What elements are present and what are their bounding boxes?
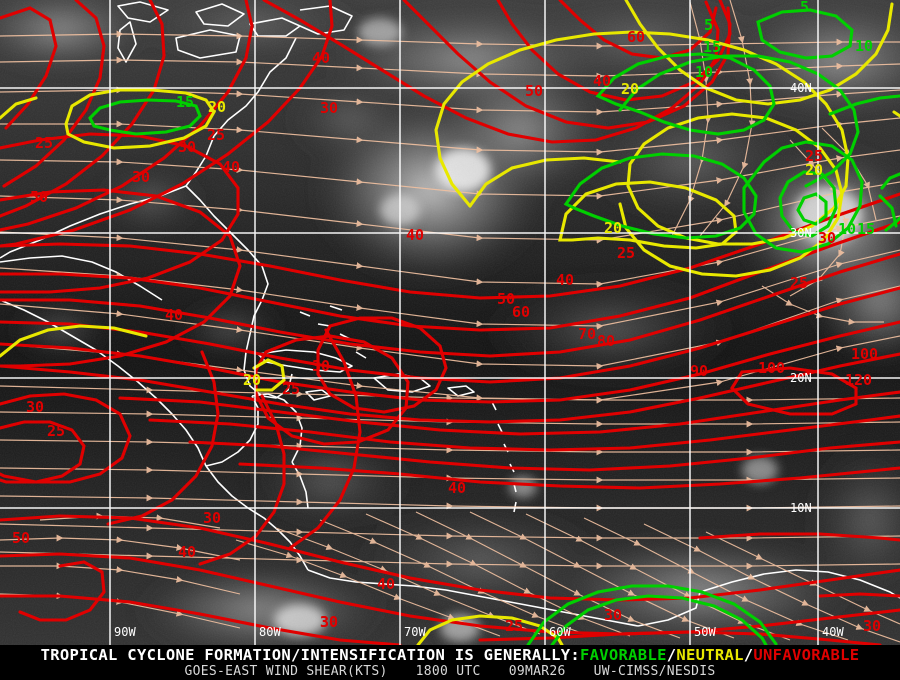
contour-value-label: 30 [132, 168, 150, 186]
contour-value-label: 30 [312, 357, 330, 375]
contour-value-label: 25 [805, 147, 823, 165]
contour-value-label: 5 [704, 16, 713, 34]
contour-value-label: 25 [207, 126, 225, 144]
contour-value-label: 100 [851, 345, 878, 363]
contour-value-label: 20 [243, 371, 261, 389]
contour-value-label: 25 [505, 617, 523, 635]
contour-value-label: 40 [178, 543, 196, 561]
contour-value-label: 90 [690, 362, 708, 380]
satellite-map: 90W 80W 70W 60W 50W 40W 40N 30N 20N 10N 15 20 25 30 2… [0, 0, 900, 645]
contour-value-label: 20 [604, 219, 622, 237]
contour-value-label: 15 [857, 220, 875, 238]
caption-title-prefix: TROPICAL CYCLONE FORMATION/INTENSIFICATI… [40, 646, 581, 664]
contour-value-label: 30 [178, 138, 196, 156]
contour-value-label: 25 [617, 244, 635, 262]
contour-value-label: 25 [47, 422, 65, 440]
lon-label: 70W [404, 625, 426, 639]
lat-label: 20N [790, 371, 812, 385]
lon-label: 90W [114, 625, 136, 639]
caption-title-line: TROPICAL CYCLONE FORMATION/INTENSIFICATI… [0, 646, 900, 664]
lat-label: 30N [790, 226, 812, 240]
contour-value-label: 30 [320, 613, 338, 631]
contour-value-label: 40 [165, 306, 183, 324]
product-time: 1800 UTC [415, 664, 481, 679]
lat-label: 10N [790, 501, 812, 515]
wind-streamlines [0, 0, 900, 643]
contour-value-label: 20 [805, 161, 823, 179]
lon-label: 60W [549, 625, 571, 639]
lon-label: 40W [822, 625, 844, 639]
contour-value-label: 40 [556, 271, 574, 289]
contour-value-label: 25 [35, 134, 53, 152]
contour-value-label: 5 [800, 0, 809, 16]
contour-value-label: 20 [621, 80, 639, 98]
product-source: GOES-EAST WIND SHEAR(KTS) [184, 664, 388, 679]
contour-value-label: 70 [578, 325, 596, 343]
contour-value-label: 30 [863, 617, 881, 635]
shear-contours-unfavorable [0, 0, 900, 645]
graticule [0, 0, 900, 645]
legend-favorable: FAVORABLE [580, 646, 667, 664]
contour-value-label: 30 [203, 509, 221, 527]
contour-value-label: 15 [703, 38, 721, 56]
contour-value-label: 40 [222, 158, 240, 176]
contour-value-label: 10 [855, 37, 873, 55]
legend-neutral: NEUTRAL [676, 646, 744, 664]
shear-contours-favorable [88, 8, 900, 645]
legend-separator-2: / [743, 646, 754, 664]
graticule-labels: 90W 80W 70W 60W 50W 40W 40N 30N 20N 10N [114, 81, 844, 639]
contour-value-label: 50 [12, 529, 30, 547]
shear-contours-neutral [0, 0, 900, 645]
contour-value-label: 25 [282, 380, 300, 398]
contour-value-label: 10 [695, 63, 713, 81]
contour-value-label: 50 [525, 82, 543, 100]
contour-value-label: 40 [312, 49, 330, 67]
contour-value-label: 30 [604, 606, 622, 624]
product-date: 09MAR26 [508, 664, 566, 679]
legend-unfavorable: UNFAVORABLE [753, 646, 860, 664]
contour-value-label: 10 [838, 220, 856, 238]
contour-value-label: 20 [208, 98, 226, 116]
contour-value-label: 120 [845, 371, 872, 389]
lat-label: 40N [790, 81, 812, 95]
contour-value-label: 40 [593, 72, 611, 90]
contour-value-label: 30 [818, 229, 836, 247]
caption-meta-line: GOES-EAST WIND SHEAR(KTS) 1800 UTC 09MAR26… [0, 664, 900, 679]
contour-value-label: 25 [790, 274, 808, 292]
contour-value-label: 80 [597, 332, 615, 350]
contour-value-label: 50 [30, 188, 48, 206]
lon-label: 50W [694, 625, 716, 639]
contour-value-label: 100 [758, 359, 785, 377]
contour-value-label: 40 [377, 575, 395, 593]
legend-separator-1: / [666, 646, 677, 664]
lon-label: 80W [259, 625, 281, 639]
product-credit: UW-CIMSS/NESDIS [593, 664, 716, 679]
contour-value-label: 15 [176, 93, 194, 111]
contour-value-label: 30 [26, 398, 44, 416]
contour-value-label: 30 [320, 99, 338, 117]
contour-value-label: 60 [512, 303, 530, 321]
contour-value-label: 40 [406, 226, 424, 244]
contour-value-label: 40 [448, 479, 466, 497]
contour-value-label: 60 [627, 28, 645, 46]
contour-value-label: 30 [320, 613, 338, 631]
contour-value-label: 50 [497, 290, 515, 308]
caption-bar: TROPICAL CYCLONE FORMATION/INTENSIFICATI… [0, 645, 900, 680]
